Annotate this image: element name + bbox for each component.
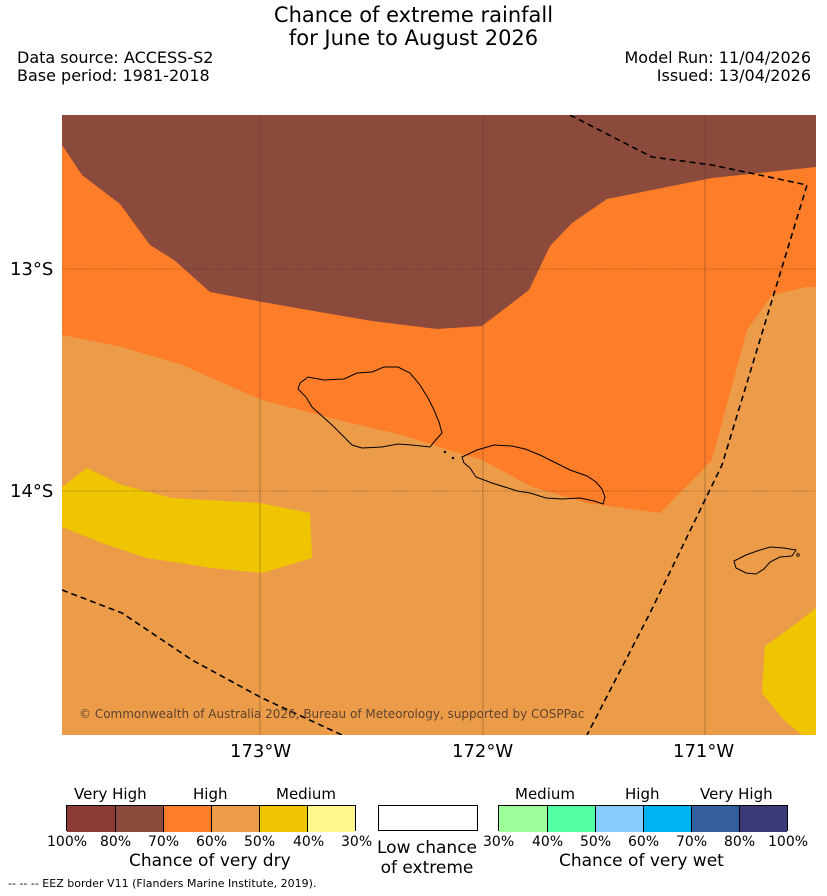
aunuu-islet xyxy=(796,553,800,557)
swatch-wet-60-70 xyxy=(644,806,692,832)
lat-label-14s: 14°S xyxy=(10,481,54,502)
eez-border-note: -- -- -- EEZ border V11 (Flanders Marine… xyxy=(8,877,317,890)
manono-islet xyxy=(451,456,455,460)
colorbar-wet xyxy=(498,805,788,832)
dry-pct-50: 50% xyxy=(244,834,276,850)
region-dry-50-60-west xyxy=(62,468,312,573)
lon-label-171w: 171°W xyxy=(673,741,735,762)
map-title-line2: for June to August 2026 xyxy=(288,26,539,50)
region-dry-50-60-east xyxy=(762,608,816,735)
swatch-dry-70-80 xyxy=(116,806,164,832)
wet-pct-80: 80% xyxy=(724,834,756,850)
wet-pct-30: 30% xyxy=(483,834,515,850)
wet-pct-100: 100% xyxy=(768,834,809,850)
savaii-island xyxy=(297,366,443,449)
swatch-wet-80-100 xyxy=(740,806,787,832)
dry-pct-100: 100% xyxy=(47,834,88,850)
region-dry-80-100 xyxy=(62,115,816,329)
tutuila-island xyxy=(733,546,797,575)
wet-pct-70: 70% xyxy=(676,834,708,850)
swatch-wet-30-40 xyxy=(499,806,548,832)
model-run: Model Run: 11/04/2026 xyxy=(624,48,812,67)
copyright-notice: © Commonwealth of Australia 2026, Bureau… xyxy=(79,707,585,721)
issued-date: Issued: 13/04/2026 xyxy=(656,66,811,85)
legend-wet-medium: Medium xyxy=(515,785,575,803)
wet-pct-40: 40% xyxy=(532,834,564,850)
base-period: Base period: 1981-2018 xyxy=(17,66,210,85)
legend-dry-medium: Medium xyxy=(276,785,336,803)
lon-label-173w: 173°W xyxy=(230,741,292,762)
swatch-dry-40-50 xyxy=(260,806,308,832)
dry-pct-60: 60% xyxy=(196,834,228,850)
eez-border xyxy=(62,115,809,735)
graticule xyxy=(259,115,706,735)
dry-pct-80: 80% xyxy=(100,834,132,850)
swatch-dry-50-60 xyxy=(212,806,260,832)
swatch-wet-50-60 xyxy=(596,806,644,832)
dry-pct-70: 70% xyxy=(148,834,180,850)
swatch-dry-80-100 xyxy=(67,806,116,832)
legend-wet-very-high: Very High xyxy=(700,785,773,803)
data-source: Data source: ACCESS-S2 xyxy=(17,48,214,67)
wet-pct-50: 50% xyxy=(580,834,612,850)
legend-neutral-caption-line2: of extreme xyxy=(380,858,474,878)
lat-label-13s: 13°S xyxy=(10,259,54,280)
swatch-wet-70-80 xyxy=(692,806,740,832)
forecast-map xyxy=(62,115,816,735)
legend-dry-caption: Chance of very dry xyxy=(129,851,291,871)
upolu-island xyxy=(461,444,606,505)
colorbar-neutral xyxy=(378,805,478,831)
legend-wet-high: High xyxy=(625,785,660,803)
swatch-dry-30-40 xyxy=(308,806,355,832)
wet-pct-60: 60% xyxy=(628,834,660,850)
legend-dry-high: High xyxy=(193,785,228,803)
legend-wet-caption: Chance of very wet xyxy=(559,851,724,871)
legend-neutral-caption-line1: Low chance xyxy=(377,838,477,858)
map-title-line1: Chance of extreme rainfall xyxy=(273,3,554,27)
swatch-dry-60-70 xyxy=(164,806,212,832)
lon-label-172w: 172°W xyxy=(452,741,514,762)
dry-pct-30: 30% xyxy=(341,834,373,850)
dry-pct-40: 40% xyxy=(293,834,325,850)
legend-dry-very-high: Very High xyxy=(74,785,147,803)
apolima-islet xyxy=(443,450,447,454)
swatch-wet-40-50 xyxy=(548,806,596,832)
colorbar-dry xyxy=(66,805,356,832)
